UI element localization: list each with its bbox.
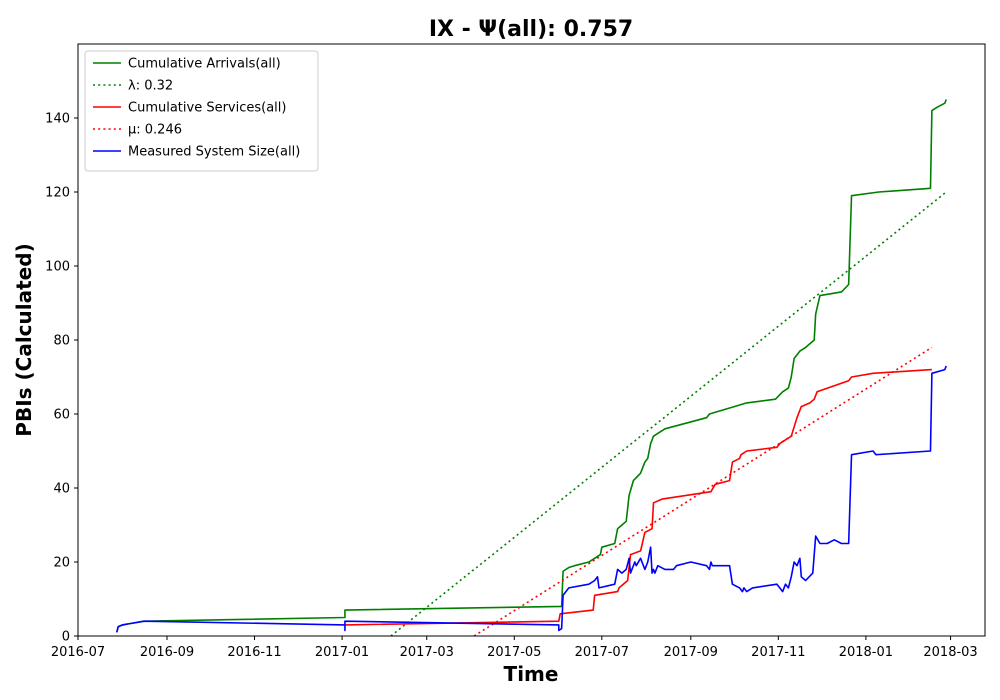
legend-label: λ: 0.32 (128, 79, 173, 94)
series-line-1 (115, 99, 947, 633)
x-tick-label: 2018-03 (923, 645, 977, 660)
x-tick-label: 2017-05 (487, 645, 541, 660)
legend-label: μ: 0.246 (128, 123, 182, 138)
y-tick-label: 100 (45, 260, 70, 275)
x-axis-label: Time (504, 662, 559, 686)
legend: Cumulative Arrivals(all) λ: 0.32 Cumulativ… (84, 50, 319, 172)
x-tick-label: 2017-11 (751, 645, 805, 660)
legend-label: Cumulative Services(all) (128, 101, 286, 116)
legend-box (84, 50, 319, 172)
legend-label: Cumulative Arrivals(all) (128, 57, 281, 72)
series-line-5 (115, 365, 947, 633)
y-axis: 0 20 40 60 80 100 120 140 (45, 112, 78, 645)
plot-area (115, 99, 947, 636)
y-axis-label: PBIs (Calculated) (12, 243, 36, 436)
x-tick-label: 2016-11 (227, 645, 281, 660)
x-tick-label: 2017-01 (315, 645, 369, 660)
y-tick-label: 20 (53, 556, 70, 571)
y-tick-label: 80 (53, 334, 70, 349)
x-tick-label: 2017-07 (575, 645, 629, 660)
y-tick-label: 120 (45, 186, 70, 201)
y-tick-label: 140 (45, 112, 70, 127)
legend-label: Measured System Size(all) (128, 145, 300, 160)
y-tick-label: 0 (62, 630, 70, 645)
x-axis: 2016-07 2016-09 2016-11 2017-01 2017-03 2017-… (51, 636, 978, 660)
series-line-3 (344, 368, 932, 626)
series-line-4 (473, 346, 933, 636)
series-line-2 (390, 191, 947, 636)
y-tick-label: 60 (53, 408, 70, 423)
x-tick-label: 2017-09 (664, 645, 718, 660)
x-tick-label: 2016-09 (140, 645, 194, 660)
chart-title: IX - Ψ(all): 0.757 (429, 17, 633, 42)
x-tick-label: 2018-01 (839, 645, 893, 660)
x-tick-label: 2016-07 (51, 645, 105, 660)
y-tick-label: 40 (53, 482, 70, 497)
x-tick-label: 2017-03 (400, 645, 454, 660)
